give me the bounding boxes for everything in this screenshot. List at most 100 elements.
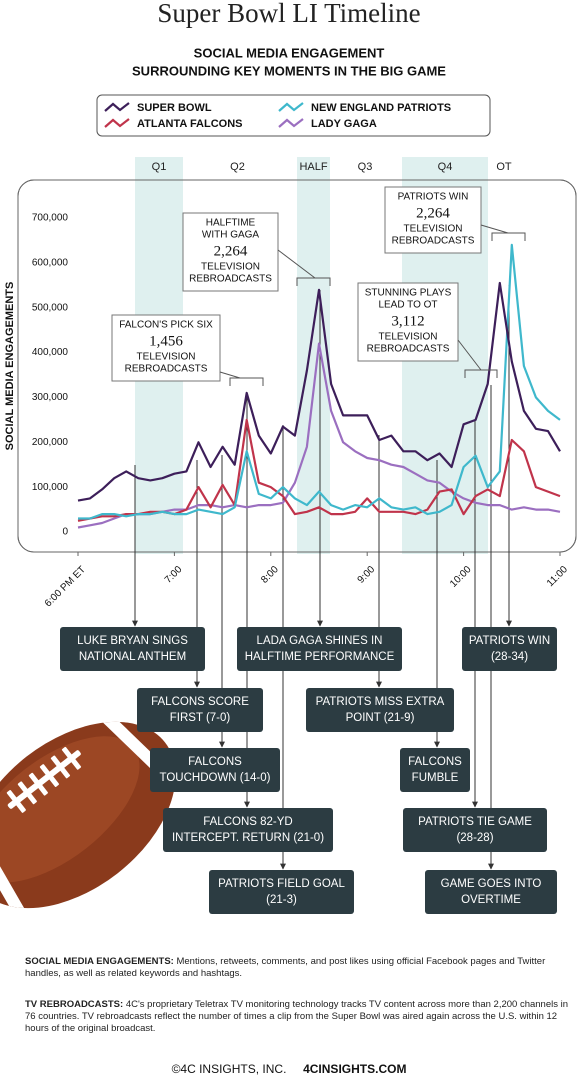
event-box: [150, 748, 280, 792]
event-label: FALCONS SCORE: [151, 696, 249, 708]
annotation-title: LEAD TO OT: [378, 300, 437, 311]
annotation-caption: TELEVISION: [404, 224, 463, 235]
note-term: SOCIAL MEDIA ENGAGEMENTS:: [25, 956, 174, 967]
event-label: FALCONS 82-YD: [203, 816, 292, 828]
event-box: [137, 688, 263, 732]
x-tick-label: 10:00: [448, 564, 474, 590]
legend-label: SUPER BOWL: [137, 102, 212, 114]
annotation-title: WITH GAGA: [202, 230, 260, 241]
y-tick-label: 100,000: [32, 482, 69, 493]
event-label: FALCONS: [188, 756, 242, 768]
page-title: Super Bowl LI Timeline: [157, 0, 420, 28]
y-tick-label: 300,000: [32, 392, 69, 403]
legend-label: ATLANTA FALCONS: [137, 118, 243, 130]
event-box: [60, 627, 205, 671]
legend-label: NEW ENGLAND PATRIOTS: [311, 102, 451, 114]
annotation-caption: REBROADCASTS: [189, 274, 272, 285]
event-label: (28-28): [456, 832, 493, 844]
copyright: ©4C INSIGHTS, INC.: [171, 1062, 287, 1076]
note-term: TV REBROADCASTS:: [25, 999, 124, 1010]
footer: ©4C INSIGHTS, INC. 4CINSIGHTS.COM: [0, 1062, 578, 1076]
legend-swatch: [278, 118, 304, 128]
event-box: [400, 748, 470, 792]
annotation-count: 1,456: [149, 333, 183, 349]
y-axis-label: SOCIAL MEDIA ENGAGEMENTS: [4, 282, 16, 451]
event-label: POINT (21-9): [346, 712, 415, 724]
chart-title: SURROUNDING KEY MOMENTS IN THE BIG GAME: [132, 63, 446, 78]
annotation-count: 3,112: [391, 313, 424, 329]
event-label: PATRIOTS TIE GAME: [418, 816, 532, 828]
period-label: Q4: [438, 161, 453, 173]
x-tick-label: 9:00: [356, 564, 378, 586]
legend-box: [96, 94, 491, 137]
event-label: HALFTIME PERFORMANCE: [245, 651, 395, 663]
annotation-leader: [457, 339, 482, 371]
series-line: [77, 281, 561, 502]
site: 4CINSIGHTS.COM: [303, 1062, 407, 1076]
period-label: Q1: [152, 161, 167, 173]
annotation-count: 2,264: [416, 205, 450, 221]
annotation-leader: [277, 249, 316, 279]
y-tick-label: 0: [62, 527, 68, 538]
annotation-box: [357, 282, 459, 362]
event-box: [462, 627, 557, 671]
chart-frame-outline: [17, 179, 577, 553]
event-label: LADA GAGA SHINES IN: [257, 635, 383, 647]
x-tick-label: 7:00: [163, 564, 185, 586]
event-label: INTERCEPT. RETURN (21-0): [172, 832, 324, 844]
event-label: (21-3): [266, 894, 297, 906]
annotation-bracket: [229, 377, 264, 386]
y-tick-label: 600,000: [32, 257, 69, 268]
y-tick-label: 700,000: [32, 213, 69, 224]
note-text: Mentions, retweets, comments, and post l…: [25, 956, 546, 979]
annotation-title: HALFTIME: [206, 218, 256, 229]
event-box: [209, 870, 354, 914]
note-text: 4C's proprietary Teletrax TV monitoring …: [25, 999, 569, 1034]
y-tick-label: 500,000: [32, 302, 69, 313]
annotation-caption: TELEVISION: [379, 332, 438, 343]
annotation-leader: [219, 371, 241, 379]
event-label: GAME GOES INTO: [441, 878, 542, 890]
legend-label: LADY GAGA: [311, 118, 377, 130]
event-label: (28-34): [491, 651, 528, 663]
annotation-caption: TELEVISION: [137, 352, 196, 363]
annotation-caption: REBROADCASTS: [392, 236, 475, 247]
event-label: TOUCHDOWN (14-0): [160, 772, 271, 784]
event-label: LUKE BRYAN SINGS: [77, 635, 188, 647]
annotation-title: PATRIOTS WIN: [398, 192, 469, 203]
annotation-bracket: [296, 277, 331, 286]
chart-title: SOCIAL MEDIA ENGAGEMENT: [194, 45, 385, 60]
event-box: [425, 870, 557, 914]
legend-swatch: [104, 102, 130, 112]
annotation-box: [182, 212, 279, 292]
event-label: FALCONS: [408, 756, 462, 768]
y-tick-label: 200,000: [32, 437, 69, 448]
event-label: PATRIOTS MISS EXTRA: [316, 696, 445, 708]
x-tick-label: 6:00 PM ET: [43, 564, 88, 609]
annotation-caption: TELEVISION: [201, 262, 260, 273]
annotation-caption: REBROADCASTS: [367, 344, 450, 355]
annotation-box: [111, 314, 221, 382]
event-label: OVERTIME: [461, 894, 521, 906]
legend-swatch: [104, 118, 130, 128]
event-label: NATIONAL ANTHEM: [79, 651, 186, 663]
plot: Q1 Q2 HALF Q3 Q4 OT 0 100,000 200,000 300,000 400,…: [17, 157, 577, 870]
annotation-count: 2,264: [214, 243, 248, 259]
period-label: Q3: [358, 161, 373, 173]
event-box: [403, 808, 547, 852]
period-label: Q2: [230, 161, 245, 173]
period-label: OT: [496, 161, 512, 173]
annotation-title: STUNNING PLAYS: [365, 288, 452, 299]
annotation-bracket: [491, 232, 526, 241]
note: SOCIAL MEDIA ENGAGEMENTS: Mentions, retw…: [25, 956, 570, 980]
annotation-box: [384, 186, 482, 254]
event-label: FUMBLE: [412, 772, 459, 784]
event-label: PATRIOTS FIELD GOAL: [218, 878, 345, 890]
event-label: FIRST (7-0): [170, 712, 231, 724]
series-line: [78, 243, 561, 520]
x-tick-label: 11:00: [545, 564, 570, 589]
event-label: PATRIOTS WIN: [469, 635, 550, 647]
period-label: HALF: [299, 161, 327, 173]
